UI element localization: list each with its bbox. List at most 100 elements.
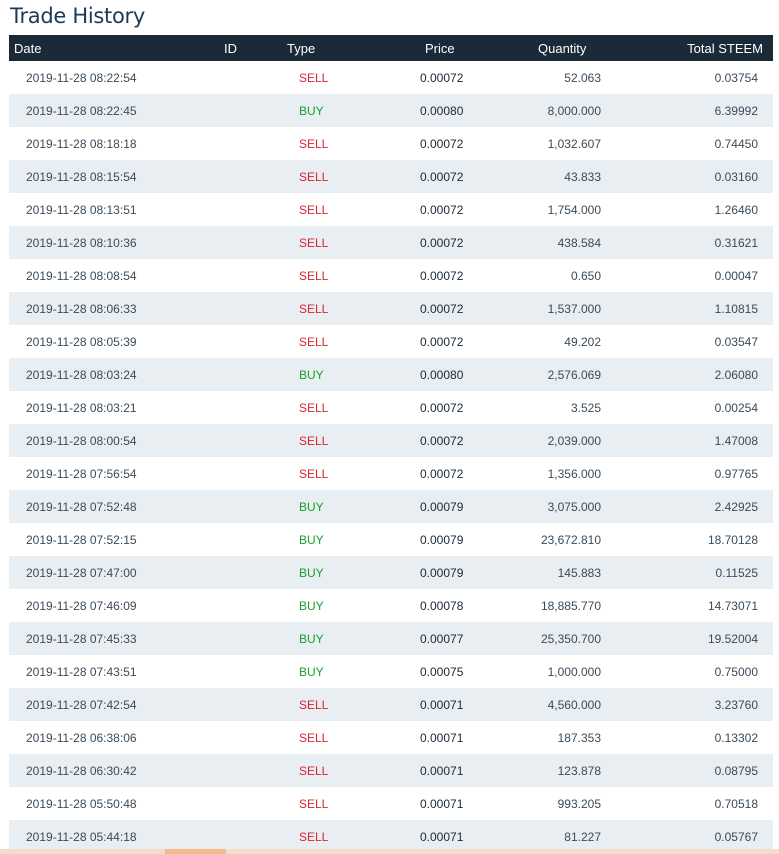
quantity-cell: 1,754.000 [547, 203, 601, 217]
date-cell: 2019-11-28 08:05:39 [26, 335, 137, 349]
date-cell: 2019-11-28 07:56:54 [26, 467, 137, 481]
quantity-cell: 1,032.607 [547, 137, 601, 151]
price-cell: 0.00078 [420, 599, 464, 613]
type-cell: SELL [299, 203, 329, 217]
table-row: 2019-11-28 07:45:33 BUY 0.00077 25,350.700 1… [9, 622, 773, 655]
price-cell: 0.00072 [420, 335, 464, 349]
table-header: Date ID Type Price Quantity Total STEEM [9, 35, 773, 61]
table-row: 2019-11-28 07:43:51 BUY 0.00075 1,000.000 0.… [9, 655, 773, 688]
quantity-cell: 123.878 [557, 764, 601, 778]
total-cell: 0.97765 [714, 467, 758, 481]
price-cell: 0.00072 [420, 71, 464, 85]
price-cell: 0.00075 [420, 665, 464, 679]
table-row: 2019-11-28 08:00:54 SELL 0.00072 2,039.000 1… [9, 424, 773, 457]
horizontal-scrollbar[interactable] [0, 849, 779, 854]
quantity-cell: 52.063 [564, 71, 601, 85]
quantity-cell: 3.525 [570, 401, 601, 415]
total-cell: 3.23760 [714, 698, 758, 712]
price-cell: 0.00072 [420, 236, 464, 250]
type-cell: SELL [299, 335, 329, 349]
table-row: 2019-11-28 08:15:54 SELL 0.00072 43.833 0.03… [9, 160, 773, 193]
table-row: 2019-11-28 08:22:45 BUY 0.00080 8,000.000 6.… [9, 94, 773, 127]
quantity-cell: 2,039.000 [547, 434, 601, 448]
type-cell: SELL [299, 467, 329, 481]
scrollbar-thumb[interactable] [165, 849, 226, 854]
date-cell: 2019-11-28 08:15:54 [26, 170, 137, 184]
total-cell: 0.03160 [714, 170, 758, 184]
table-row: 2019-11-28 08:22:54 SELL 0.00072 52.063 0.03… [9, 61, 773, 94]
table-row: 2019-11-28 08:03:21 SELL 0.00072 3.525 0.002… [9, 391, 773, 424]
price-cell: 0.00072 [420, 302, 464, 316]
type-cell: BUY [299, 566, 324, 580]
total-cell: 1.47008 [714, 434, 758, 448]
total-cell: 0.03754 [714, 71, 758, 85]
total-cell: 14.73071 [707, 599, 758, 613]
date-cell: 2019-11-28 08:03:24 [26, 368, 137, 382]
column-header-type[interactable]: Type [287, 41, 316, 56]
total-cell: 0.00254 [714, 401, 758, 415]
quantity-cell: 3,075.000 [547, 500, 601, 514]
total-cell: 19.52004 [707, 632, 758, 646]
table-row: 2019-11-28 06:30:42 SELL 0.00071 123.878 0.0… [9, 754, 773, 787]
table-body: 2019-11-28 08:22:54 SELL 0.00072 52.063 0.03… [9, 61, 773, 853]
total-cell: 0.75000 [714, 665, 758, 679]
table-row: 2019-11-28 05:50:48 SELL 0.00071 993.205 0.7… [9, 787, 773, 820]
date-cell: 2019-11-28 07:47:00 [26, 566, 137, 580]
price-cell: 0.00071 [420, 830, 464, 844]
price-cell: 0.00079 [420, 533, 464, 547]
total-cell: 2.42925 [714, 500, 758, 514]
price-cell: 0.00072 [420, 137, 464, 151]
quantity-cell: 145.883 [557, 566, 601, 580]
quantity-cell: 23,672.810 [540, 533, 601, 547]
type-cell: SELL [299, 137, 329, 151]
trade-history-table: Date ID Type Price Quantity Total STEEM … [9, 35, 773, 853]
table-row: 2019-11-28 07:56:54 SELL 0.00072 1,356.000 0… [9, 457, 773, 490]
type-cell: SELL [299, 170, 329, 184]
date-cell: 2019-11-28 05:44:18 [26, 830, 137, 844]
price-cell: 0.00072 [420, 203, 464, 217]
quantity-cell: 4,560.000 [547, 698, 601, 712]
date-cell: 2019-11-28 08:08:54 [26, 269, 137, 283]
date-cell: 2019-11-28 07:43:51 [26, 665, 137, 679]
date-cell: 2019-11-28 07:42:54 [26, 698, 137, 712]
table-row: 2019-11-28 07:42:54 SELL 0.00071 4,560.000 3… [9, 688, 773, 721]
type-cell: SELL [299, 71, 329, 85]
type-cell: SELL [299, 764, 329, 778]
type-cell: BUY [299, 500, 324, 514]
quantity-cell: 43.833 [564, 170, 601, 184]
date-cell: 2019-11-28 05:50:48 [26, 797, 137, 811]
price-cell: 0.00080 [420, 368, 464, 382]
price-cell: 0.00071 [420, 797, 464, 811]
type-cell: BUY [299, 632, 324, 646]
date-cell: 2019-11-28 07:45:33 [26, 632, 137, 646]
total-cell: 0.13302 [714, 731, 758, 745]
type-cell: BUY [299, 104, 324, 118]
price-cell: 0.00071 [420, 764, 464, 778]
price-cell: 0.00071 [420, 731, 464, 745]
total-cell: 1.10815 [714, 302, 758, 316]
table-row: 2019-11-28 08:10:36 SELL 0.00072 438.584 0.3… [9, 226, 773, 259]
column-header-id[interactable]: ID [224, 41, 237, 56]
type-cell: SELL [299, 731, 329, 745]
price-cell: 0.00071 [420, 698, 464, 712]
date-cell: 2019-11-28 08:18:18 [26, 137, 137, 151]
date-cell: 2019-11-28 08:13:51 [26, 203, 137, 217]
quantity-cell: 18,885.770 [540, 599, 601, 613]
quantity-cell: 2,576.069 [547, 368, 601, 382]
column-header-quantity[interactable]: Quantity [538, 41, 587, 56]
table-row: 2019-11-28 08:08:54 SELL 0.00072 0.650 0.000… [9, 259, 773, 292]
column-header-price[interactable]: Price [425, 41, 455, 56]
type-cell: SELL [299, 698, 329, 712]
column-header-total[interactable]: Total STEEM [687, 41, 763, 56]
price-cell: 0.00072 [420, 467, 464, 481]
quantity-cell: 8,000.000 [547, 104, 601, 118]
type-cell: SELL [299, 830, 329, 844]
quantity-cell: 0.650 [570, 269, 601, 283]
total-cell: 18.70128 [707, 533, 758, 547]
quantity-cell: 1,537.000 [547, 302, 601, 316]
table-row: 2019-11-28 05:44:18 SELL 0.00071 81.227 0.05… [9, 820, 773, 853]
column-header-date[interactable]: Date [14, 41, 42, 56]
table-row: 2019-11-28 08:06:33 SELL 0.00072 1,537.000 1… [9, 292, 773, 325]
date-cell: 2019-11-28 08:22:45 [26, 104, 137, 118]
table-row: 2019-11-28 07:52:48 BUY 0.00079 3,075.000 2.… [9, 490, 773, 523]
